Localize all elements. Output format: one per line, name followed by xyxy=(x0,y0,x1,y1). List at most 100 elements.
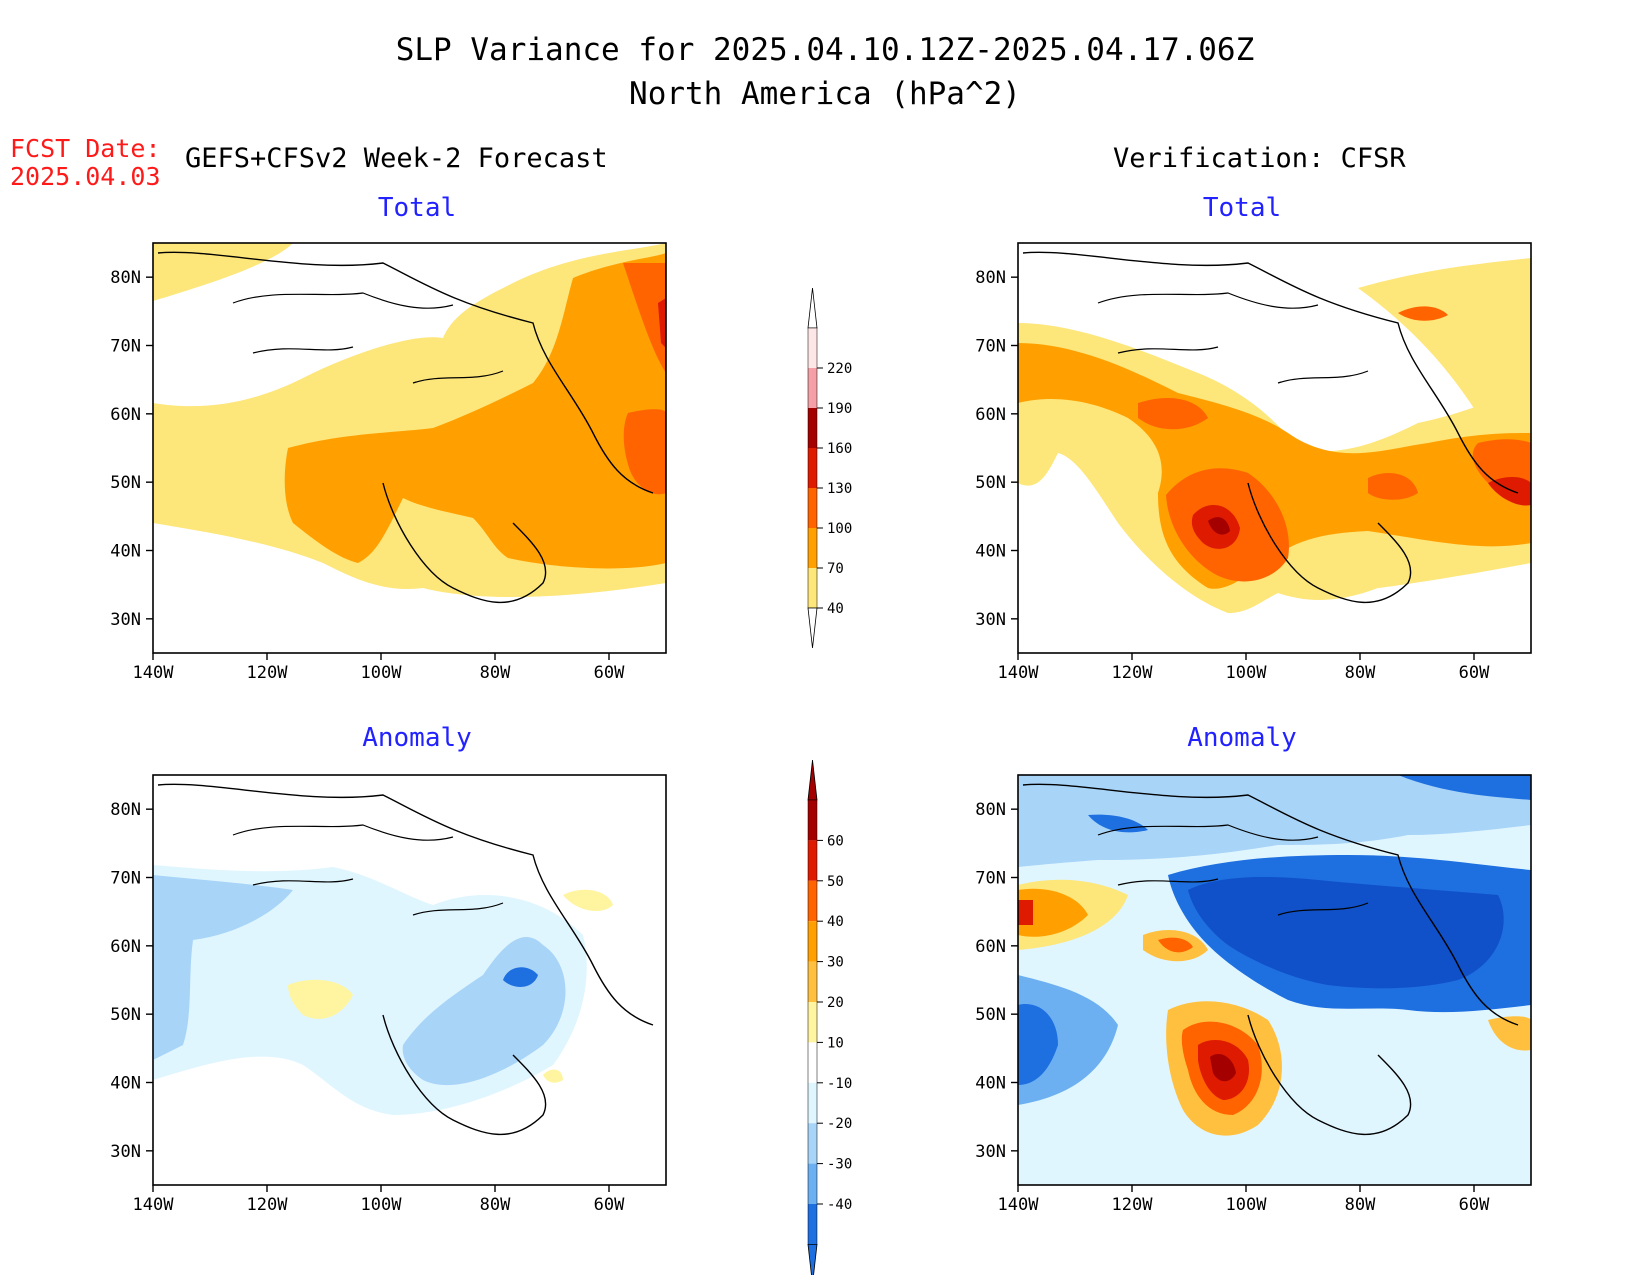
colorbar-swatch xyxy=(808,368,817,408)
colorbar-top-arrow xyxy=(807,287,818,329)
colorbar-label: 40 xyxy=(827,914,844,930)
lon-tick-label: 100W xyxy=(361,663,403,683)
lon-tick-label: 140W xyxy=(998,1195,1040,1215)
colorbar-swatch xyxy=(808,1002,817,1043)
colorbar-label: -10 xyxy=(827,1076,852,1092)
forecast-anomaly-title: Anomaly xyxy=(362,723,472,753)
lat-tick-label: 40N xyxy=(110,1074,141,1094)
lat-tick-label: 30N xyxy=(975,610,1006,630)
lon-tick-label: 80W xyxy=(1345,663,1376,683)
lat-tick-label: 70N xyxy=(110,869,141,889)
lon-tick-label: 60W xyxy=(1459,663,1490,683)
lon-tick-label: 80W xyxy=(480,663,511,683)
colorbar-swatch xyxy=(808,1163,817,1204)
colorbar-swatch xyxy=(808,840,817,881)
lat-tick-label: 60N xyxy=(975,405,1006,425)
colorbar-swatch xyxy=(808,1042,817,1083)
colorbar-label: 220 xyxy=(827,361,852,377)
lat-tick-label: 60N xyxy=(110,937,141,957)
lat-tick-label: 70N xyxy=(975,337,1006,357)
lat-tick-label: 50N xyxy=(975,473,1006,493)
verification-total-map xyxy=(1017,242,1532,654)
colorbar-label: 160 xyxy=(827,441,852,457)
colorbar-label: 190 xyxy=(827,401,852,417)
colorbar-swatch xyxy=(808,488,817,528)
lat-tick-label: 50N xyxy=(110,1005,141,1025)
colorbar-label: 100 xyxy=(827,521,852,537)
lon-tick-label: 140W xyxy=(133,663,175,683)
lon-tick-label: 140W xyxy=(998,663,1040,683)
lon-tick-label: 120W xyxy=(247,663,289,683)
anomaly-colorbar: 60 50 40 30 20 10 -10 -20 -30 -40 xyxy=(807,759,852,1275)
total-colorbar: 220 190 160 130 100 70 40 xyxy=(807,287,852,649)
lat-tick-label: 30N xyxy=(975,1142,1006,1162)
lon-tick-label: 100W xyxy=(361,1195,403,1215)
forecast-total-title: Total xyxy=(377,193,457,223)
colorbar-swatch xyxy=(808,1123,817,1164)
fcst-date-label: FCST Date: xyxy=(10,134,161,163)
fcst-date-value: 2025.04.03 xyxy=(10,162,161,191)
colorbar-swatch xyxy=(808,961,817,1002)
lat-tick-label: 30N xyxy=(110,610,141,630)
colorbar-label: -40 xyxy=(827,1197,852,1213)
lat-tick-label: 40N xyxy=(110,542,141,562)
colorbar-bottom-arrow xyxy=(807,607,818,649)
lat-tick-label: 40N xyxy=(975,1074,1006,1094)
colorbar-label: 50 xyxy=(827,874,844,890)
colorbar-label: 30 xyxy=(827,955,844,971)
lon-tick-label: 120W xyxy=(247,1195,289,1215)
lat-tick-label: 80N xyxy=(110,800,141,820)
colorbar-bottom-arrow xyxy=(807,1244,818,1275)
lat-tick-label: 80N xyxy=(975,800,1006,820)
lon-tick-label: 140W xyxy=(133,1195,175,1215)
lon-tick-label: 60W xyxy=(594,663,625,683)
lon-tick-label: 60W xyxy=(594,1195,625,1215)
forecast-anomaly-map xyxy=(152,774,667,1186)
colorbar-swatch xyxy=(808,1082,817,1124)
lat-tick-label: 50N xyxy=(110,473,141,493)
lat-tick-label: 60N xyxy=(975,937,1006,957)
lon-tick-label: 80W xyxy=(480,1195,511,1215)
lat-tick-label: 70N xyxy=(110,337,141,357)
colorbar-label: -20 xyxy=(827,1116,852,1132)
verification-anomaly-map xyxy=(1017,774,1532,1186)
lon-tick-label: 120W xyxy=(1112,1195,1154,1215)
verification-anomaly-title: Anomaly xyxy=(1187,723,1297,753)
colorbar-swatch xyxy=(808,921,817,962)
colorbar-label: 130 xyxy=(827,481,852,497)
colorbar-swatch xyxy=(808,880,817,922)
verification-total-title: Total xyxy=(1202,193,1282,223)
colorbar-label: 10 xyxy=(827,1035,844,1051)
colorbar-swatch xyxy=(808,568,817,608)
colorbar-swatch xyxy=(808,528,817,568)
colorbar-swatch xyxy=(808,800,817,841)
lon-tick-label: 100W xyxy=(1226,1195,1268,1215)
lat-tick-label: 50N xyxy=(975,1005,1006,1025)
colorbar-swatch xyxy=(808,1204,817,1245)
lon-tick-label: 80W xyxy=(1345,1195,1376,1215)
lat-tick-label: 80N xyxy=(975,268,1006,288)
forecast-total-map xyxy=(152,242,667,654)
colorbar-label: 70 xyxy=(827,561,844,577)
lon-tick-label: 100W xyxy=(1226,663,1268,683)
colorbar-label: -30 xyxy=(827,1157,852,1173)
colorbar-label: 20 xyxy=(827,995,844,1011)
colorbar-top-arrow xyxy=(807,759,818,801)
lon-tick-label: 120W xyxy=(1112,663,1154,683)
verification-heading: Verification: CFSR xyxy=(1113,143,1406,174)
lat-tick-label: 60N xyxy=(110,405,141,425)
colorbar-label: 40 xyxy=(827,601,844,617)
colorbar-swatch xyxy=(808,328,817,368)
forecast-heading: GEFS+CFSv2 Week-2 Forecast xyxy=(185,143,608,174)
lat-tick-label: 40N xyxy=(975,542,1006,562)
lon-tick-label: 60W xyxy=(1459,1195,1490,1215)
chart-subtitle: North America (hPa^2) xyxy=(629,76,1021,112)
colorbar-swatch xyxy=(808,408,817,448)
colorbar-swatch xyxy=(808,448,817,488)
lat-tick-label: 30N xyxy=(110,1142,141,1162)
colorbar-label: 60 xyxy=(827,833,844,849)
chart-title: SLP Variance for 2025.04.10.12Z-2025.04.… xyxy=(395,32,1255,68)
lat-tick-label: 80N xyxy=(110,268,141,288)
lat-tick-label: 70N xyxy=(975,869,1006,889)
